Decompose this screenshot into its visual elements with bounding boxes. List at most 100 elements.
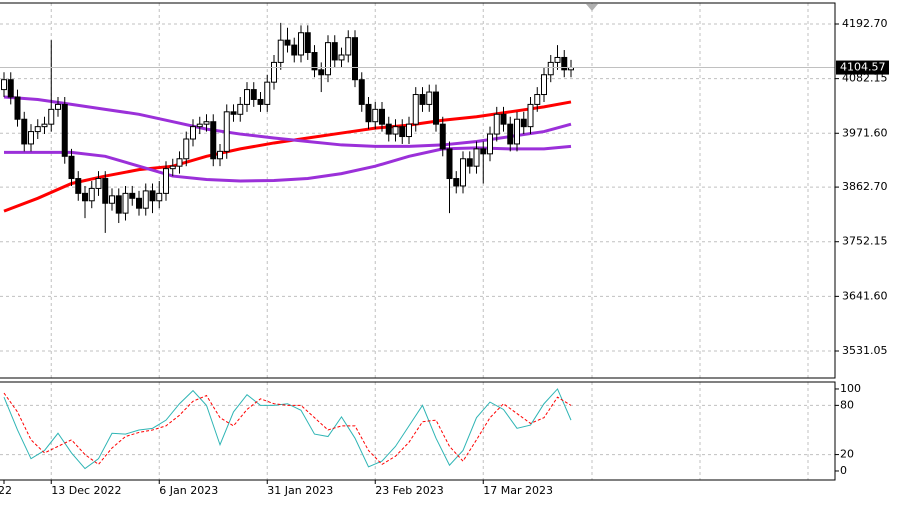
candle-body (318, 69, 325, 76)
candle-body (358, 79, 365, 105)
candle-body (61, 103, 68, 157)
candle-body (500, 113, 507, 125)
candle-body (284, 39, 291, 46)
candle-body (217, 150, 223, 160)
candle-body (325, 42, 331, 76)
candle-body (95, 178, 102, 189)
candle-body (291, 44, 298, 56)
candle-body (163, 168, 169, 194)
candle-body (541, 74, 547, 96)
candle-body (520, 118, 527, 128)
candle-body (311, 52, 318, 71)
candle-body (14, 96, 21, 120)
candle-body (75, 178, 82, 194)
candle-body (109, 195, 115, 204)
x-tick-label: 6 Jan 2023 (159, 484, 218, 497)
candle-body (385, 123, 392, 135)
candle-body (439, 123, 446, 150)
candle-body (534, 94, 541, 105)
candle-body (399, 126, 406, 138)
candle-body (527, 103, 534, 128)
candle-body (466, 158, 473, 167)
candle-body (352, 37, 358, 81)
candle-body (28, 131, 34, 145)
candle-body (48, 108, 55, 125)
candle-body (149, 190, 156, 202)
candle-body (223, 111, 230, 152)
shift-marker (586, 4, 598, 11)
last-price-label: 4104.57 (840, 61, 886, 74)
oscillator-panel-border (0, 381, 836, 481)
candle-body (379, 108, 385, 125)
candle-body (487, 133, 493, 155)
candle-body (473, 148, 480, 167)
candle-body (446, 148, 453, 180)
candle-body (493, 113, 500, 135)
candle-body (453, 178, 460, 187)
grid-layer (0, 3, 835, 480)
oscillator-line (3, 392, 572, 466)
y-tick-label: 80 (840, 398, 854, 411)
candle-body (21, 118, 28, 145)
candle-body (82, 192, 88, 202)
candle-body (264, 81, 271, 105)
candle-body (176, 158, 183, 167)
candle-body (122, 192, 129, 214)
candle-body (102, 178, 109, 204)
candle-body (561, 56, 568, 71)
plot-layer (0, 22, 835, 470)
x-tick-label: 13 Dec 2022 (51, 484, 121, 497)
candle-body (514, 118, 520, 145)
candle-body (338, 54, 345, 61)
candle-body (34, 126, 41, 133)
candle-body (419, 94, 426, 105)
candle-body (406, 123, 412, 138)
candle-body (115, 195, 122, 214)
x-tick-label: 22 (0, 484, 12, 497)
candle-body (203, 121, 210, 125)
candle-body (1, 79, 7, 91)
candle-body (426, 91, 433, 105)
y-tick-label: 3971.60 (842, 126, 888, 139)
y-tick-label: 4192.70 (842, 17, 888, 30)
y-tick-label: 0 (840, 464, 847, 477)
y-tick-label: 100 (840, 382, 861, 395)
candle-body (142, 190, 149, 209)
candle-body (277, 39, 284, 63)
candle-body (547, 61, 554, 76)
candle-body (68, 155, 75, 180)
candle-body (507, 123, 514, 145)
candle-body (129, 192, 136, 199)
x-tick-label: 17 Mar 2023 (483, 484, 553, 497)
candle-body (136, 197, 142, 209)
candle-body (257, 98, 264, 105)
y-tick-label: 4082.15 (842, 72, 888, 85)
candle-body (183, 138, 190, 160)
y-tick-label: 20 (840, 448, 854, 461)
candle-body (156, 192, 163, 202)
candle-body (271, 61, 277, 83)
candle-body (433, 91, 439, 125)
candle-body (196, 123, 203, 128)
candle-body (244, 89, 250, 105)
last-price-box (836, 60, 889, 75)
y-tick-label: 3531.05 (842, 344, 888, 357)
y-tick-label: 3752.15 (842, 235, 888, 248)
candle-body (210, 121, 217, 160)
candle-body (250, 89, 257, 100)
candle-body (365, 103, 372, 123)
x-tick-label: 23 Feb 2023 (375, 484, 443, 497)
candle-body (392, 126, 399, 135)
candle-body (304, 32, 311, 54)
oscillator-line (3, 388, 572, 470)
candle-body (237, 103, 244, 115)
candle-body (169, 165, 176, 170)
moving-average (3, 95, 572, 148)
candle-body (41, 123, 48, 128)
candle-body (55, 103, 61, 110)
price-panel-border (0, 2, 836, 379)
candle-body (88, 187, 95, 202)
candle-body (230, 111, 237, 115)
candle-body (331, 42, 338, 61)
